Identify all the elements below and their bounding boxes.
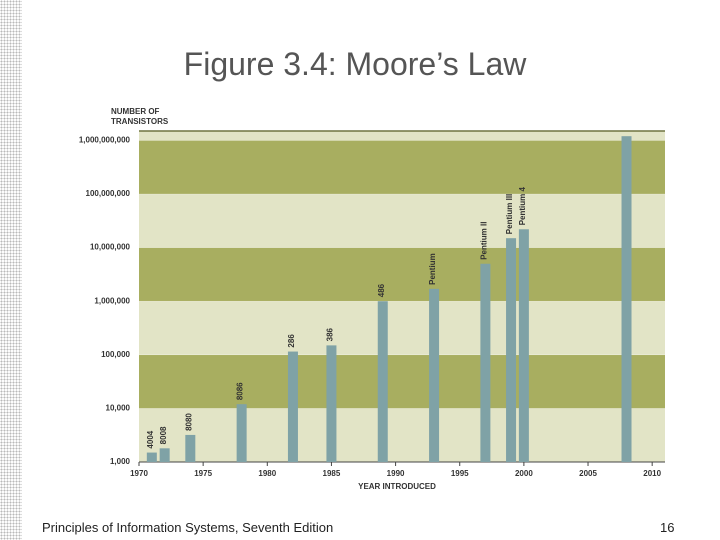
band: [139, 194, 665, 248]
bar-label: 8008: [159, 426, 168, 444]
x-tick-label: 1975: [194, 469, 212, 478]
x-tick-label: 1985: [323, 469, 341, 478]
band: [139, 131, 665, 141]
chart: YEAR INTRODUCED 1,000 10,000 100,000 1,000,…: [79, 130, 665, 491]
band: [139, 301, 665, 355]
bar-label: Pentium 4: [518, 186, 527, 225]
footer: Principles of Information Systems, Seven…: [42, 520, 334, 535]
x-tick-label: 2005: [579, 469, 597, 478]
bar-label: 386: [326, 327, 335, 341]
x-tick-label: 1970: [130, 469, 148, 478]
band: [139, 354, 665, 409]
bar: [377, 301, 388, 462]
y-tick-label: 1,000: [110, 457, 131, 466]
y-tick-label: 1,000,000,000: [79, 136, 131, 145]
bar: [287, 351, 298, 462]
bar-label: Pentium III: [505, 194, 514, 234]
bar: [506, 238, 517, 462]
band: [139, 140, 665, 195]
y-tick-label: 100,000,000: [86, 189, 131, 198]
x-tick-label: 1980: [258, 469, 276, 478]
y-tick-label: 10,000,000: [90, 243, 131, 252]
bar-label: 4004: [146, 430, 155, 448]
bar: [159, 448, 170, 462]
x-tick-label: 2000: [515, 469, 533, 478]
x-tick-label: 1995: [451, 469, 469, 478]
bar: [236, 404, 247, 462]
x-axis-title: YEAR INTRODUCED: [358, 482, 436, 491]
page-number: 16: [660, 520, 675, 535]
bar-label: Pentium II: [479, 222, 488, 260]
bar: [518, 229, 529, 462]
bar: [480, 263, 491, 462]
x-tick-label: 2010: [643, 469, 661, 478]
x-tick-label: 1990: [387, 469, 405, 478]
bar-label: 286: [287, 334, 296, 348]
band: [139, 247, 665, 302]
bar: [185, 434, 196, 462]
decorative-stripe: [0, 0, 22, 540]
y-tick-label: 100,000: [101, 350, 130, 359]
bar: [326, 345, 337, 462]
bar-label: 486: [377, 283, 386, 297]
y-axis-title: NUMBER OF TRANSISTORS: [111, 107, 169, 126]
bar-label: 8086: [236, 382, 245, 400]
slide-title: Figure 3.4: Moore’s Law: [183, 46, 527, 82]
band: [139, 408, 665, 462]
bar: [429, 288, 440, 462]
bar: [621, 136, 632, 462]
bar-label: Pentium: [428, 253, 437, 285]
bar: [146, 452, 157, 462]
y-tick-label: 1,000,000: [94, 296, 130, 305]
bar-label: 8080: [184, 413, 193, 431]
y-tick-label: 10,000: [106, 404, 131, 413]
